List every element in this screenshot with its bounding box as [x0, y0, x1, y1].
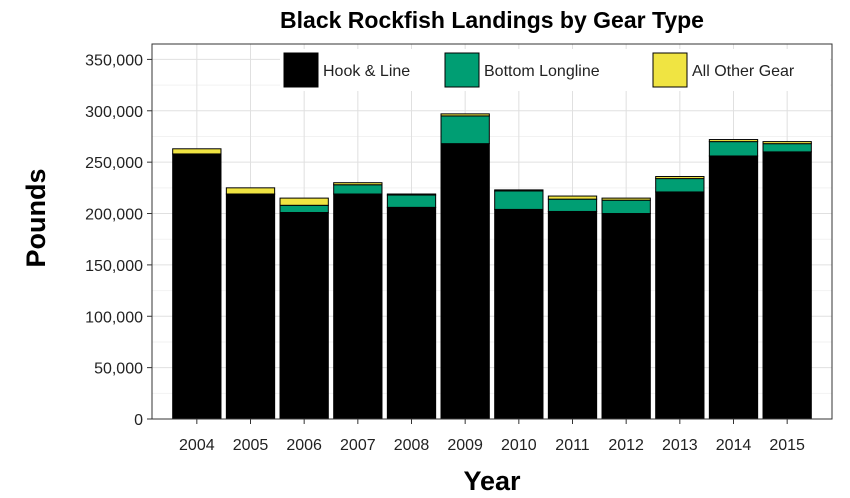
y-tick-label: 150,000	[85, 258, 143, 275]
legend-swatch	[444, 52, 480, 88]
y-tick-label: 0	[134, 412, 143, 429]
bar-all-other-gear-2007	[333, 182, 383, 186]
legend-label: Bottom Longline	[484, 63, 600, 80]
chart-title: Black Rockfish Landings by Gear Type	[280, 7, 704, 33]
bar-hook-line-2007	[333, 193, 383, 420]
bar-hook-line-2009	[440, 143, 490, 420]
x-tick-label: 2004	[179, 437, 215, 454]
x-tick-label: 2013	[662, 437, 698, 454]
bar-hook-line-2005	[225, 193, 276, 420]
x-tick-label: 2011	[555, 437, 590, 454]
bar-hook-line-2006	[279, 211, 329, 420]
legend-background	[280, 49, 830, 91]
x-tick-label: 2012	[608, 437, 644, 454]
bar-bottom-longline-2010	[494, 190, 544, 210]
bar-bottom-longline-2009	[440, 115, 490, 145]
x-tick-label: 2008	[394, 437, 430, 454]
x-axis-title: Year	[463, 466, 521, 496]
bar-all-other-gear-2010	[494, 189, 544, 192]
legend-label: Hook & Line	[323, 63, 410, 80]
bar-all-other-gear-2011	[547, 195, 598, 200]
bar-hook-line-2014	[708, 155, 759, 420]
bar-bottom-longline-2008	[386, 194, 437, 208]
bar-all-other-gear-2009	[440, 113, 490, 117]
legend-swatch	[283, 52, 319, 88]
y-tick-label: 50,000	[94, 361, 143, 378]
x-tick-label: 2006	[286, 437, 322, 454]
plot-area: 0 50,000 100,000 150,000 200,000 250,000 300,0…	[85, 43, 833, 454]
bar-hook-line-2015	[762, 151, 812, 420]
bar-hook-line-2011	[547, 210, 598, 420]
x-tick-label: 2005	[233, 437, 269, 454]
bar-bottom-longline-2012	[601, 199, 651, 215]
bar-hook-line-2013	[655, 191, 705, 420]
y-axis-title: Pounds	[21, 169, 51, 268]
x-tick-label: 2009	[447, 437, 483, 454]
x-tick-label: 2010	[501, 437, 537, 454]
bar-all-other-gear-2005	[225, 187, 276, 195]
bar-bottom-longline-2014	[708, 141, 759, 157]
bar-bottom-longline-2007	[333, 184, 383, 195]
bar-bottom-longline-2011	[547, 198, 598, 212]
bar-all-other-gear-2004	[172, 148, 222, 155]
y-tick-label: 350,000	[85, 52, 143, 69]
y-tick-label: 250,000	[85, 155, 143, 172]
bar-hook-line-2004	[172, 153, 222, 420]
bar-all-other-gear-2015	[762, 141, 812, 145]
legend-label: All Other Gear	[692, 63, 795, 80]
bar-hook-line-2012	[601, 213, 651, 420]
x-tick-label: 2015	[769, 437, 805, 454]
bar-all-other-gear-2006	[279, 197, 329, 206]
plot-border	[151, 43, 833, 420]
y-tick-label: 300,000	[85, 104, 143, 121]
bar-all-other-gear-2013	[655, 176, 705, 180]
bar-bottom-longline-2006	[279, 204, 329, 213]
bar-hook-line-2008	[386, 206, 437, 420]
bar-bottom-longline-2013	[655, 178, 705, 193]
y-tick-label: 100,000	[85, 309, 143, 326]
bar-bottom-longline-2015	[762, 143, 812, 153]
bar-hook-line-2010	[494, 208, 544, 420]
bar-all-other-gear-2014	[708, 139, 759, 143]
legend-swatch	[652, 52, 688, 88]
x-tick-label: 2014	[716, 437, 752, 454]
bar-all-other-gear-2012	[601, 197, 651, 201]
x-tick-label: 2007	[340, 437, 376, 454]
bar-all-other-gear-2008	[386, 193, 437, 196]
y-tick-label: 200,000	[85, 207, 143, 224]
legend: Hook & Line Bottom Longline All Other Gear	[280, 49, 830, 91]
